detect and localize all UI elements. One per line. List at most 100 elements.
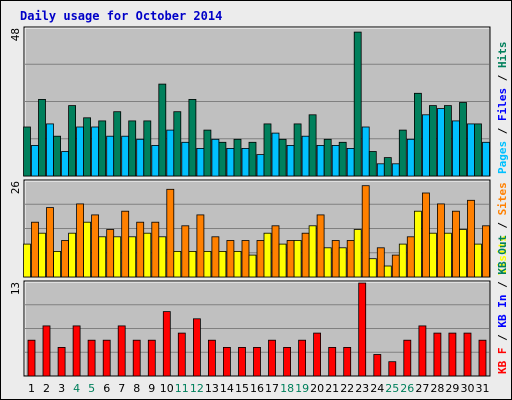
visits-sites-panel-bar-sites-16 [256, 240, 265, 278]
kb-panel-bar-kb_f-25 [388, 361, 397, 377]
x-tick-label-14: 14 [220, 382, 234, 395]
visits-sites-panel-bar-sites-26 [406, 236, 415, 278]
x-tick-label-29: 29 [445, 382, 459, 395]
hits-files-panel-bar-hits-3 [53, 135, 61, 177]
kb-panel-legend-part-0: KB F [496, 348, 509, 375]
x-tick-label-31: 31 [476, 382, 490, 395]
visits-sites-panel-legend-part-1: / [496, 215, 509, 235]
x-tick-label-5: 5 [88, 382, 95, 395]
hits-files-panel-bar-files-2 [46, 123, 54, 177]
hits-files-panel-bar-files-22 [346, 147, 355, 177]
kb-panel-bar-kb_f-13 [207, 339, 216, 377]
visits-sites-panel-bar-sites-20 [316, 214, 325, 278]
x-tick-label-24: 24 [370, 382, 384, 395]
visits-sites-panel-bar-visits-11 [173, 250, 182, 278]
visits-sites-panel-bar-visits-10 [158, 236, 167, 278]
visits-sites-panel-bar-visits-4 [68, 232, 76, 278]
visits-sites-panel-bar-sites-14 [226, 240, 235, 278]
visits-sites-panel-bar-sites-22 [346, 240, 355, 278]
visits-sites-panel-bar-sites-15 [241, 240, 250, 278]
kb-panel-bar-kb_f-7 [117, 325, 126, 377]
hits-files-panel-bar-hits-20 [308, 114, 317, 177]
visits-sites-panel-bar-visits-27 [413, 210, 422, 278]
hits-files-panel-bar-files-16 [256, 154, 265, 177]
kb-panel-ymax-label: 13 [9, 282, 22, 295]
x-tick-label-4: 4 [73, 382, 80, 395]
x-tick-label-2: 2 [43, 382, 50, 395]
hits-files-panel-bar-hits-11 [173, 111, 182, 177]
kb-panel-bar-kb_f-31 [478, 339, 487, 377]
x-tick-label-3: 3 [58, 382, 65, 395]
visits-sites-panel-bar-sites-31 [482, 225, 490, 278]
hits-files-panel-bar-hits-30 [459, 102, 467, 177]
hits-files-panel-bar-hits-9 [143, 120, 152, 177]
kb-panel-bar-kb_f-18 [283, 346, 292, 377]
visits-sites-panel-bar-sites-27 [421, 192, 430, 278]
visits-sites-panel-bar-visits-3 [53, 250, 61, 278]
kb-panel-legend-part-1: / [496, 328, 509, 348]
visits-sites-panel-bar-visits-12 [188, 250, 197, 278]
kb-panel-bar-kb_f-9 [147, 339, 156, 377]
x-tick-label-16: 16 [250, 382, 264, 395]
hits-files-panel-bar-hits-27 [413, 92, 422, 177]
visits-sites-panel-bar-sites-3 [61, 240, 69, 278]
hits-files-panel-bar-files-26 [406, 138, 415, 177]
hits-files-panel-bar-hits-4 [68, 105, 76, 177]
visits-sites-panel-bar-sites-8 [136, 221, 145, 278]
hits-files-panel-bar-hits-16 [248, 141, 257, 177]
visits-sites-panel-bar-sites-6 [106, 229, 115, 278]
visits-sites-panel-bar-visits-29 [443, 232, 452, 278]
hits-files-panel-bar-files-1 [31, 144, 39, 177]
hits-files-panel-bar-files-29 [451, 120, 460, 177]
visits-sites-panel-bar-sites-24 [376, 247, 385, 278]
kb-panel-legend-part-2: KB In [496, 295, 509, 328]
chart-title: Daily usage for October 2014 [20, 9, 223, 23]
hits-files-panel-bar-hits-10 [158, 83, 167, 177]
visits-sites-panel-bar-sites-28 [436, 203, 445, 278]
kb-panel-bar-kb_f-29 [448, 332, 457, 377]
visits-sites-panel-bar-sites-30 [467, 199, 475, 278]
kb-panel-bar-kb_f-26 [403, 339, 412, 377]
x-tick-label-19: 19 [295, 382, 309, 395]
hits-files-panel-bar-hits-5 [83, 117, 91, 177]
hits-files-panel-bar-hits-8 [128, 120, 137, 177]
kb-panel-bar-kb_f-22 [343, 346, 352, 377]
kb-panel-bar-kb_f-15 [238, 346, 246, 377]
x-tick-label-17: 17 [265, 382, 279, 395]
hits-files-panel-bar-hits-2 [38, 99, 46, 177]
hits-files-panel-bar-files-28 [436, 108, 445, 177]
kb-panel-bar-kb_f-6 [102, 339, 111, 377]
kb-panel-bar-kb_f-11 [177, 332, 186, 377]
hits-files-panel-bar-files-12 [196, 147, 205, 177]
hits-files-panel-legend-part-4: Hits [496, 42, 509, 69]
kb-panel-bar-kb_f-1 [27, 339, 36, 377]
visits-sites-panel-legend-part-0: Visits [496, 235, 509, 275]
hits-files-panel-bar-hits-18 [278, 138, 287, 177]
x-tick-label-25: 25 [385, 382, 399, 395]
visits-sites-panel-bar-visits-7 [113, 236, 122, 278]
hits-files-panel-bar-files-31 [482, 141, 490, 177]
kb-panel-legend: KB F / KB In / KB Out [496, 235, 509, 374]
x-tick-label-8: 8 [133, 382, 140, 395]
hits-files-panel-bar-files-19 [301, 135, 310, 177]
visits-sites-panel-bar-sites-18 [286, 240, 295, 278]
x-tick-label-13: 13 [205, 382, 219, 395]
x-tick-label-30: 30 [461, 382, 475, 395]
visits-sites-panel-bar-sites-29 [451, 210, 460, 278]
visits-sites-panel-bar-sites-17 [271, 225, 280, 278]
hits-files-panel-legend-part-1: / [496, 121, 509, 141]
x-tick-label-7: 7 [118, 382, 125, 395]
hits-files-panel-bar-files-20 [316, 144, 325, 177]
hits-files-panel-bar-files-18 [286, 144, 295, 177]
hits-files-panel-bar-files-15 [241, 147, 250, 177]
visits-sites-panel-bar-visits-13 [203, 250, 212, 278]
hits-files-panel-bar-hits-17 [263, 123, 272, 177]
kb-panel-bar-kb_f-8 [132, 339, 141, 377]
hits-files-panel-bar-hits-12 [188, 99, 197, 177]
kb-panel-bar-kb_f-14 [222, 346, 231, 377]
hits-files-panel-bar-files-17 [271, 132, 280, 177]
x-tick-label-21: 21 [325, 382, 339, 395]
kb-panel-legend-part-4: KB Out [496, 235, 509, 275]
x-tick-label-27: 27 [415, 382, 429, 395]
